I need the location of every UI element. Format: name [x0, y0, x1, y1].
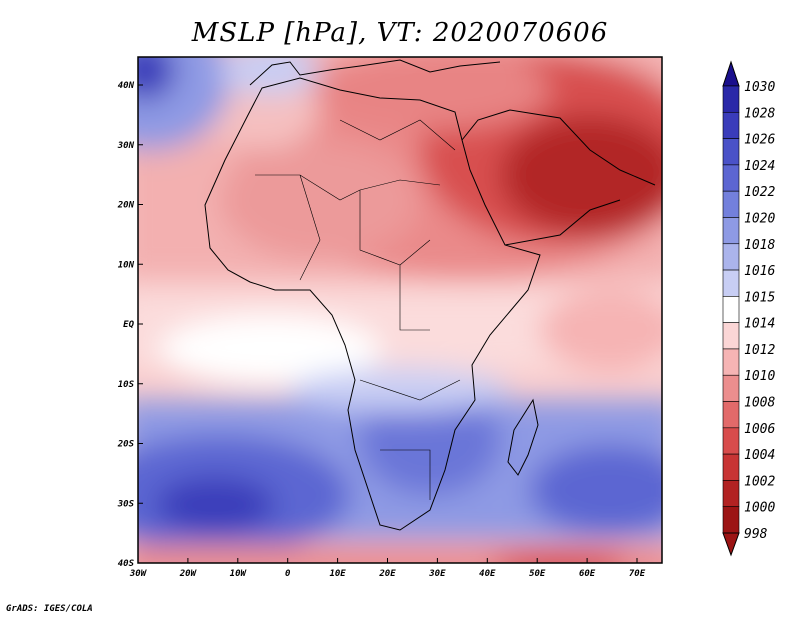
colorbar-label: 1024	[744, 159, 775, 174]
colorbar-label: 1030	[744, 80, 775, 95]
colorbar-segment	[722, 374, 740, 402]
x-tick-label: 0	[285, 569, 291, 579]
colorbar-label: 1028	[744, 106, 775, 121]
colorbar-label: 1016	[744, 264, 775, 279]
y-tick-label: 20S	[117, 440, 135, 450]
colorbar-label: 1010	[744, 369, 775, 384]
y-tick-label: 30N	[117, 141, 135, 151]
colorbar-segment	[722, 401, 740, 429]
colorbar-segment	[722, 322, 740, 350]
colorbar-segment	[722, 111, 740, 139]
colorbar-segment	[722, 506, 740, 534]
country-borders	[255, 119, 461, 500]
x-tick-label: 20E	[378, 569, 396, 579]
colorbar-segment	[722, 427, 740, 455]
y-tick-label: 40N	[118, 81, 135, 91]
y-tick-label: 20N	[117, 201, 135, 211]
colorbar: 1030 1028 1026 1024 1022 1020 1018 1016 1015 1014…	[722, 60, 775, 557]
colorbar-label: 1002	[744, 474, 775, 489]
colorbar-label: 1026	[744, 133, 775, 148]
coastlines	[204, 59, 656, 531]
colorbar-segment	[722, 453, 740, 481]
colorbar-segment	[722, 348, 740, 376]
madagascar-coastline	[507, 398, 539, 476]
colorbar-label: 1006	[744, 422, 775, 437]
x-axis-ticks: 30W 20W 10W 0 10E 20E 30E 40E 50E 60E 70E	[129, 558, 646, 579]
plot-frame	[137, 56, 663, 564]
colorbar-segment	[722, 243, 740, 271]
grads-credit: GrADS: IGES/COLA	[6, 604, 93, 614]
colorbar-label: 1022	[744, 185, 775, 200]
colorbar-label: 1015	[744, 290, 775, 305]
x-tick-label: 20W	[179, 569, 198, 579]
arabia-coastline	[461, 109, 656, 246]
colorbar-label: 1018	[744, 238, 775, 253]
colorbar-segment	[722, 217, 740, 245]
colorbar-segment	[722, 164, 740, 192]
colorbar-segment	[722, 269, 740, 297]
africa-coastline	[204, 77, 541, 531]
pressure-field	[138, 57, 662, 563]
colorbar-label: 1004	[744, 448, 775, 463]
x-tick-label: 30E	[428, 569, 446, 579]
colorbar-label: 998	[744, 527, 768, 542]
x-tick-label: 10E	[329, 569, 346, 579]
y-tick-label: 10S	[118, 380, 135, 390]
colorbar-segment	[722, 480, 740, 508]
y-tick-label: 10N	[118, 260, 135, 270]
x-tick-label: 50E	[529, 569, 546, 579]
x-tick-label: 70E	[629, 569, 646, 579]
colorbar-label: 1014	[744, 317, 775, 332]
colorbar-label: 1020	[744, 211, 775, 226]
x-tick-label: 40E	[479, 569, 496, 579]
y-tick-label: 40S	[118, 559, 135, 569]
y-tick-label: EQ	[123, 320, 134, 330]
colorbar-segment	[722, 85, 740, 113]
map-title: MSLP [hPa], VT: 2020070606	[191, 18, 609, 48]
x-tick-label: 10W	[230, 569, 248, 579]
x-tick-label: 60E	[579, 569, 596, 579]
colorbar-label: 1000	[744, 501, 775, 516]
x-tick-label: 30W	[129, 569, 148, 579]
europe-coastline	[249, 59, 501, 86]
colorbar-label: 1012	[744, 343, 775, 358]
colorbar-bottom-arrow	[722, 532, 740, 557]
colorbar-segment	[722, 296, 740, 323]
colorbar-segment	[722, 138, 740, 166]
colorbar-top-arrow	[722, 60, 740, 87]
y-axis-ticks: 40N 30N 20N 10N EQ 10S 20S 30S 40S	[117, 81, 143, 569]
colorbar-segment	[722, 190, 740, 218]
y-tick-label: 30S	[117, 499, 135, 509]
colorbar-label: 1008	[744, 396, 775, 411]
